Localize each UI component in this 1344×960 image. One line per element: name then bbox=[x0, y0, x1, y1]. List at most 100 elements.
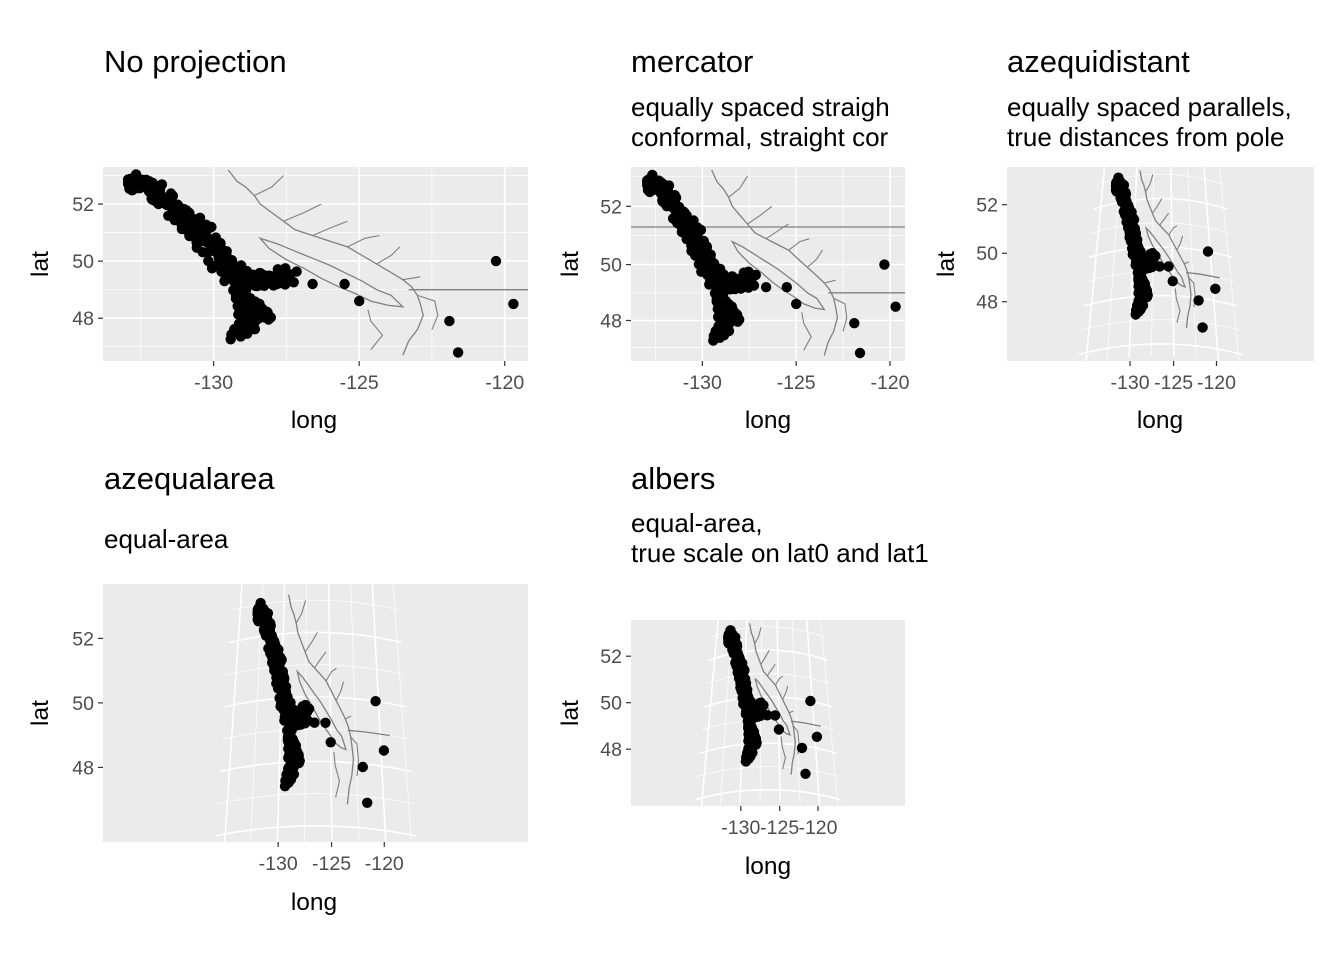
data-point bbox=[285, 774, 297, 785]
data-point bbox=[278, 697, 289, 708]
coastline-inlet bbox=[283, 203, 322, 222]
data-point bbox=[736, 277, 747, 289]
y-axis-label: lat bbox=[27, 700, 54, 726]
panel-subtitle-line: true distances from pole bbox=[1007, 122, 1284, 152]
x-tick-label: -130 bbox=[683, 372, 722, 394]
data-point bbox=[781, 282, 792, 293]
data-point bbox=[307, 278, 318, 290]
coastline-inlet bbox=[325, 667, 337, 682]
data-point bbox=[249, 296, 261, 307]
y-tick-label: 48 bbox=[976, 292, 998, 314]
data-point bbox=[1126, 226, 1137, 237]
panel-subtitle-line: true scale on lat0 and lat1 bbox=[631, 538, 929, 568]
panel-title: azequalarea bbox=[104, 461, 275, 496]
data-point bbox=[208, 260, 219, 272]
coastline-mainland bbox=[288, 594, 355, 805]
panel-title: albers bbox=[631, 461, 715, 496]
coastline-mainland bbox=[227, 169, 424, 356]
coastline-inlet bbox=[345, 715, 352, 720]
data-point bbox=[731, 309, 742, 320]
parallel-gridline bbox=[214, 825, 417, 837]
data-point bbox=[1135, 304, 1146, 315]
coastline-mainland bbox=[749, 623, 796, 775]
data-point bbox=[274, 683, 285, 694]
data-point bbox=[182, 219, 193, 230]
panel-plot-area bbox=[631, 167, 905, 361]
data-point bbox=[370, 696, 381, 707]
data-point bbox=[282, 731, 294, 743]
data-point bbox=[747, 725, 759, 736]
coastline-inlet bbox=[788, 238, 810, 251]
data-point bbox=[362, 797, 373, 808]
data-point bbox=[284, 719, 295, 730]
data-point bbox=[354, 295, 365, 307]
coastline-inlet bbox=[1184, 261, 1190, 265]
x-tick-label: -120 bbox=[870, 372, 909, 394]
data-point bbox=[723, 631, 734, 642]
parallel-gridline bbox=[1081, 319, 1240, 331]
data-point bbox=[1197, 322, 1208, 333]
coastline-inlet bbox=[766, 663, 776, 677]
x-tick-label: -120 bbox=[365, 853, 404, 875]
coastline-inlet bbox=[347, 234, 380, 248]
data-point bbox=[717, 270, 728, 281]
data-point bbox=[261, 306, 273, 317]
data-point bbox=[252, 606, 263, 617]
data-point bbox=[1163, 261, 1174, 272]
map-panel-2: mercator equally spaced straighconformal,… bbox=[557, 44, 910, 434]
coastline-inlet bbox=[333, 752, 341, 798]
data-point bbox=[1154, 261, 1165, 272]
data-point bbox=[890, 301, 901, 312]
coastline-inlet bbox=[728, 175, 748, 198]
data-point bbox=[233, 279, 244, 290]
coastline-inlet bbox=[314, 651, 327, 669]
data-point bbox=[718, 330, 730, 341]
data-point bbox=[225, 334, 236, 345]
data-point bbox=[728, 281, 739, 292]
coastline-inlet bbox=[1174, 288, 1181, 323]
border-line bbox=[790, 720, 821, 727]
y-tick-label: 50 bbox=[600, 693, 622, 715]
y-tick-label: 50 bbox=[600, 255, 622, 277]
data-point bbox=[161, 199, 173, 211]
map-panel-1: No projection 48 50 52 -130 -125 -120 long lat bbox=[27, 44, 528, 434]
data-point bbox=[452, 347, 464, 358]
panel-plot-area bbox=[1078, 167, 1243, 361]
parallel-gridline bbox=[217, 793, 414, 805]
data-point bbox=[745, 751, 756, 762]
data-point bbox=[250, 271, 261, 282]
y-tick-label: 52 bbox=[600, 646, 622, 668]
coastline-mainland bbox=[1139, 170, 1192, 329]
parallel-gridline bbox=[697, 766, 839, 777]
data-point bbox=[667, 202, 678, 213]
data-point bbox=[713, 320, 724, 332]
data-point bbox=[680, 222, 691, 233]
coastline-inlet bbox=[254, 175, 284, 196]
x-tick-label: -130 bbox=[259, 853, 298, 875]
data-point bbox=[737, 686, 748, 697]
parallel-gridline bbox=[708, 649, 828, 662]
coastline-inlet bbox=[765, 223, 789, 240]
data-point bbox=[268, 274, 280, 285]
panel-subtitle-line: equally spaced straigh bbox=[631, 92, 890, 122]
data-point bbox=[690, 239, 701, 250]
parallel-gridline bbox=[706, 673, 830, 684]
data-point bbox=[691, 228, 703, 239]
data-point bbox=[762, 710, 773, 721]
panel-plot-area bbox=[103, 167, 528, 361]
data-point bbox=[273, 670, 284, 682]
x-tick-label: -125 bbox=[312, 853, 351, 875]
coastline-mainland bbox=[711, 169, 839, 356]
data-point bbox=[286, 704, 297, 715]
data-point bbox=[642, 177, 653, 188]
x-tick-label: -130 bbox=[194, 372, 233, 394]
data-point bbox=[212, 245, 223, 256]
data-point bbox=[289, 737, 300, 749]
data-point bbox=[197, 235, 209, 247]
map-panel-4: azequalarea equal-area 48 50 52 -130 -125 -120 l… bbox=[27, 461, 528, 916]
data-point bbox=[283, 763, 294, 774]
parallel-gridline bbox=[1093, 197, 1228, 210]
coastline-inlet bbox=[402, 276, 421, 281]
coastline-inlet bbox=[304, 632, 318, 653]
data-point bbox=[172, 199, 183, 210]
